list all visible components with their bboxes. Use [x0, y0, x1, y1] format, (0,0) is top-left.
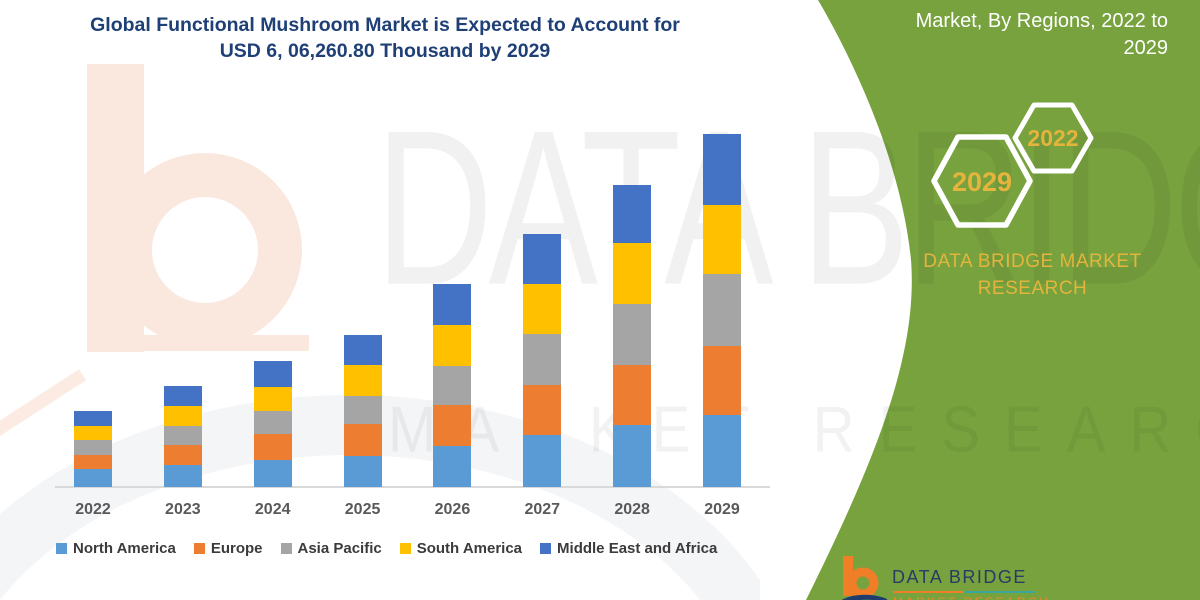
- bar-segment-north-america-2022: [74, 469, 112, 487]
- bar-segment-asia-pacific-2026: [433, 365, 472, 405]
- x-axis-label-2028: 2028: [614, 501, 650, 518]
- legend-label-middle-east-and-africa: Middle East and Africa: [557, 540, 718, 557]
- legend-item-north-america: North America: [56, 540, 176, 557]
- bar-segment-middle-east-and-africa-2022: [74, 411, 112, 427]
- footer-logo: DATA BRIDGE MARKET RESEARCH: [840, 555, 1048, 600]
- legend-swatch-north-america: [56, 543, 67, 554]
- bar-2027: [523, 234, 562, 487]
- banner-line1: Market, By Regions, 2022 to: [915, 10, 1168, 32]
- legend-label-asia-pacific: Asia Pacific: [297, 540, 382, 557]
- legend-swatch-europe: [193, 543, 205, 554]
- bar-segment-south-america-2027: [523, 284, 562, 335]
- legend-swatch-middle-east-and-africa: [540, 543, 552, 554]
- footer-logo-subtext: MARKET RESEARCH: [893, 595, 1050, 600]
- bar-segment-asia-pacific-2024: [253, 411, 292, 435]
- bar-segment-middle-east-and-africa-2024: [253, 361, 292, 388]
- banner-text: Market, By Regions, 2022 to 2029: [848, 8, 1168, 62]
- bar-segment-middle-east-and-africa-2028: [613, 185, 652, 244]
- bar-segment-middle-east-and-africa-2026: [433, 283, 472, 325]
- x-axis-label-2023: 2023: [165, 501, 201, 518]
- x-axis-label-2025: 2025: [344, 501, 381, 518]
- bar-2024: [253, 361, 292, 487]
- bar-segment-middle-east-and-africa-2023: [163, 386, 202, 407]
- hexagon-2029-label: 2029: [952, 167, 1012, 197]
- bar-segment-north-america-2026: [433, 446, 472, 487]
- bar-segment-europe-2024: [253, 434, 292, 461]
- hexagon-badges: 2022 2029: [931, 102, 1094, 228]
- bar-2028: [613, 185, 652, 487]
- brand-name-line2: RESEARCH: [977, 278, 1088, 299]
- bar-segment-south-america-2024: [253, 387, 292, 412]
- chart-title: Global Functional Mushroom Market is Exp…: [55, 12, 715, 64]
- brand-name: DATA BRIDGE MARKET RESEARCH: [905, 248, 1160, 302]
- footer-logo-b-icon: [841, 556, 887, 600]
- bar-segment-asia-pacific-2023: [163, 426, 202, 446]
- bar-segment-europe-2029: [702, 346, 741, 416]
- bar-segment-europe-2028: [613, 365, 652, 426]
- legend-item-middle-east-and-africa: Middle East and Africa: [540, 540, 717, 557]
- bar-segment-north-america-2027: [523, 435, 562, 487]
- legend-label-europe: Europe: [210, 540, 263, 557]
- bar-segment-europe-2026: [433, 405, 472, 446]
- legend-label-south-america: South America: [416, 540, 523, 557]
- brand-name-line1: DATA BRIDGE MARKET: [923, 251, 1142, 272]
- bar-segment-europe-2025: [343, 424, 382, 457]
- bar-segment-south-america-2022: [74, 426, 112, 441]
- bar-segment-south-america-2026: [433, 324, 472, 366]
- bar-segment-asia-pacific-2025: [343, 396, 382, 425]
- bar-segment-north-america-2028: [613, 425, 652, 487]
- legend-swatch-asia-pacific: [280, 543, 292, 554]
- x-axis-label-2029: 2029: [704, 501, 740, 518]
- bar-segment-north-america-2023: [163, 465, 202, 487]
- x-axis-line: [55, 486, 770, 488]
- chart-title-line1: Global Functional Mushroom Market is Exp…: [90, 14, 680, 36]
- x-axis-label-2026: 2026: [434, 501, 471, 518]
- bar-2025: [343, 335, 382, 487]
- bar-segment-north-america-2025: [343, 456, 382, 487]
- legend-item-asia-pacific: Asia Pacific: [280, 540, 382, 557]
- legend-label-north-america: North America: [73, 540, 176, 557]
- bar-segment-asia-pacific-2027: [523, 334, 562, 386]
- bar-segment-middle-east-and-africa-2027: [523, 234, 562, 285]
- chart-title-line2: USD 6, 06,260.80 Thousand by 2029: [219, 40, 551, 62]
- bar-segment-south-america-2029: [702, 205, 741, 275]
- legend-item-south-america: South America: [399, 540, 523, 557]
- x-axis-label-2022: 2022: [75, 501, 111, 518]
- footer-logo-underline: [893, 591, 1035, 593]
- hexagon-2022-label: 2022: [1027, 125, 1078, 151]
- bar-segment-south-america-2025: [343, 365, 382, 397]
- bar-segment-europe-2027: [523, 385, 562, 435]
- x-axis-label-2024: 2024: [254, 501, 291, 518]
- bar-2023: [163, 386, 202, 487]
- bar-segment-south-america-2023: [163, 406, 202, 427]
- bar-segment-asia-pacific-2029: [702, 274, 741, 347]
- hexagon-2022: [1012, 102, 1094, 174]
- legend-swatch-south-america: [399, 543, 411, 554]
- banner-line2: 2029: [1123, 37, 1169, 59]
- legend-item-europe: Europe: [193, 540, 263, 557]
- bar-segment-middle-east-and-africa-2025: [343, 335, 382, 366]
- bar-segment-asia-pacific-2028: [613, 304, 652, 366]
- bar-2026: [433, 283, 472, 487]
- hexagon-2029: [931, 134, 1033, 228]
- bar-segment-europe-2023: [163, 445, 202, 465]
- bar-segment-south-america-2028: [613, 243, 652, 305]
- bar-segment-north-america-2024: [253, 460, 292, 487]
- bar-segment-europe-2022: [74, 455, 112, 470]
- bar-2022: [74, 411, 112, 487]
- chart-legend: North America Europe Asia Pacific South Ame…: [56, 540, 717, 557]
- bar-segment-north-america-2029: [702, 415, 741, 487]
- bar-2029: [702, 133, 741, 487]
- bar-segment-middle-east-and-africa-2029: [702, 133, 741, 206]
- x-axis-label-2027: 2027: [524, 501, 561, 518]
- bar-segment-asia-pacific-2022: [74, 440, 112, 456]
- footer-logo-text: DATA BRIDGE: [892, 567, 1027, 587]
